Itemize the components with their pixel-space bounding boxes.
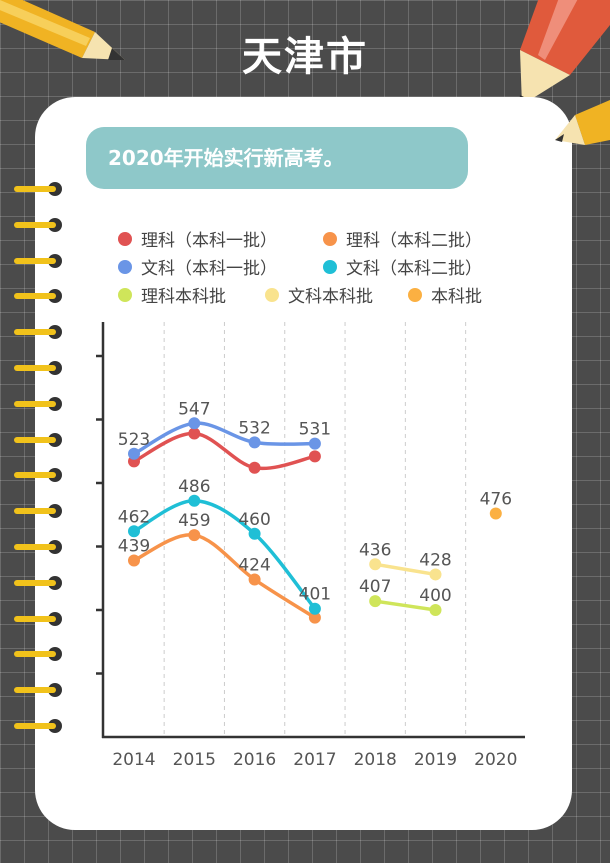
pencil-top-left-icon xyxy=(0,0,125,60)
spiral-ring xyxy=(14,325,62,340)
data-label: 531 xyxy=(299,420,331,440)
spiral-ring xyxy=(14,396,62,411)
spiral-ring xyxy=(14,647,62,662)
data-point xyxy=(308,611,321,624)
spiral-ring xyxy=(14,468,62,483)
series-line xyxy=(133,499,317,610)
legend-item[interactable]: 本科批 xyxy=(408,282,482,307)
legend-label: 文科（本科二批） xyxy=(346,259,482,279)
spiral-ring xyxy=(14,432,62,447)
data-label: 424 xyxy=(238,556,270,576)
data-point xyxy=(308,450,321,463)
spiral-ring xyxy=(14,253,62,268)
data-label: 476 xyxy=(480,489,512,509)
legend-item[interactable]: 理科（本科一批） xyxy=(118,226,277,251)
data-point xyxy=(369,595,382,608)
data-label: 532 xyxy=(238,418,270,438)
data-point xyxy=(128,525,140,538)
x-tick-label: 2020 xyxy=(474,750,517,770)
legend-marker-icon xyxy=(408,287,422,302)
spiral-ring xyxy=(14,719,62,733)
data-label: 401 xyxy=(299,585,331,605)
data-point xyxy=(429,604,442,616)
data-label: 460 xyxy=(238,510,270,530)
legend-marker-icon xyxy=(118,231,132,246)
series-line xyxy=(133,431,316,471)
legend-label: 文科（本科一批） xyxy=(141,259,277,279)
info-banner: 2020年开始实行新高考。 xyxy=(86,127,468,189)
content-card xyxy=(35,97,572,830)
data-label: 400 xyxy=(419,586,451,606)
x-tick-label: 2019 xyxy=(414,750,457,770)
spiral-ring xyxy=(14,361,62,375)
data-point xyxy=(128,554,140,567)
x-tick-label: 2014 xyxy=(112,750,155,770)
data-label: 407 xyxy=(359,577,391,597)
data-label: 428 xyxy=(419,550,451,570)
data-label: 486 xyxy=(178,477,210,497)
page-title: 天津市 xyxy=(242,34,368,80)
data-label: 436 xyxy=(359,540,391,560)
legend-label: 本科批 xyxy=(431,287,482,307)
spiral-ring xyxy=(14,575,62,590)
legend-marker-icon xyxy=(118,259,132,274)
legend-marker-icon xyxy=(118,287,132,302)
x-tick-label: 2016 xyxy=(233,750,276,770)
data-point xyxy=(128,447,140,460)
data-point xyxy=(489,507,502,520)
legend-item[interactable]: 文科（本科一批） xyxy=(118,254,277,279)
data-point xyxy=(188,427,201,440)
spiral-ring xyxy=(14,182,62,196)
legend-marker-icon xyxy=(323,259,337,274)
spiral-ring xyxy=(14,504,62,519)
legend-label: 文科本科批 xyxy=(288,287,373,307)
spiral-ring xyxy=(14,217,62,232)
data-label: 462 xyxy=(118,507,150,527)
data-point xyxy=(188,417,201,430)
legend-label: 理科（本科二批） xyxy=(346,231,482,251)
data-label: 547 xyxy=(178,399,210,419)
x-tick-label: 2018 xyxy=(354,750,397,770)
data-label: 439 xyxy=(118,536,150,556)
series-line xyxy=(133,421,315,456)
data-point xyxy=(429,568,442,581)
legend-item[interactable]: 文科（本科二批） xyxy=(323,254,482,279)
data-label: 523 xyxy=(118,430,150,450)
legend-item[interactable]: 理科（本科二批） xyxy=(323,226,482,251)
legend-label: 理科本科批 xyxy=(141,287,226,307)
legend-marker-icon xyxy=(323,231,337,246)
data-label: 459 xyxy=(178,511,210,531)
data-point xyxy=(369,558,382,571)
spiral-ring xyxy=(14,683,62,698)
spiral-ring xyxy=(14,611,62,626)
legend-marker-icon xyxy=(265,287,279,302)
spiral-ring xyxy=(14,289,62,304)
legend-label: 理科（本科一批） xyxy=(141,231,277,251)
legend-item[interactable]: 文科本科批 xyxy=(265,282,373,307)
data-point xyxy=(188,529,201,542)
data-point xyxy=(308,602,321,615)
data-point xyxy=(308,437,321,450)
x-tick-label: 2015 xyxy=(173,750,216,770)
x-tick-label: 2017 xyxy=(293,750,336,770)
pencil-right-icon xyxy=(555,100,610,145)
series-line xyxy=(133,533,316,620)
data-point xyxy=(248,573,261,586)
data-point xyxy=(188,494,201,507)
legend-item[interactable]: 理科本科批 xyxy=(118,282,226,307)
data-point xyxy=(248,436,261,449)
data-point xyxy=(248,527,261,540)
spiral-ring xyxy=(14,540,62,554)
data-point xyxy=(248,461,261,474)
